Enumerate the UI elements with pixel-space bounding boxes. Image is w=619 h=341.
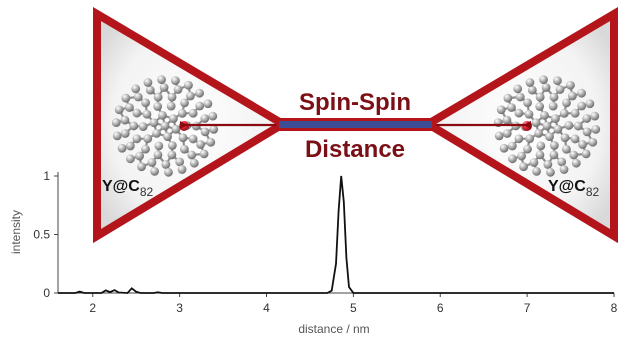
x-tick-label: 8	[611, 301, 618, 315]
y-axis-label: intensity	[9, 210, 23, 254]
y-tick-label: 0	[43, 286, 50, 300]
x-tick-label: 4	[263, 301, 270, 315]
chart-ticks: 2 3 4 5 6 7 8 0 0.5 1	[33, 169, 617, 315]
series-line	[58, 175, 614, 294]
x-tick-label: 7	[524, 301, 531, 315]
fullerene-cage-right-icon	[493, 75, 601, 177]
x-tick-label: 3	[176, 301, 183, 315]
x-tick-label: 5	[350, 301, 357, 315]
molecule-label-right: Y@C82	[548, 178, 600, 199]
fullerene-cage-left-icon	[111, 75, 219, 177]
spin-spin-label: Spin-Spin	[299, 89, 411, 116]
right-fullerene-frame: Y@C82	[420, 6, 618, 244]
y-tick-label: 1	[43, 169, 50, 183]
distance-distribution-chart: 2 3 4 5 6 7 8 0 0.5 1 distance / nm intensity	[9, 169, 618, 336]
y-tick-label: 0.5	[33, 228, 50, 242]
molecule-label-left: Y@C82	[102, 178, 154, 199]
spin-distance-bar	[279, 118, 432, 131]
left-fullerene-frame: Y@C82	[93, 6, 291, 244]
x-tick-label: 2	[89, 301, 96, 315]
x-axis-label: distance / nm	[298, 322, 369, 336]
x-tick-label: 6	[437, 301, 444, 315]
distance-label: Distance	[305, 136, 405, 163]
